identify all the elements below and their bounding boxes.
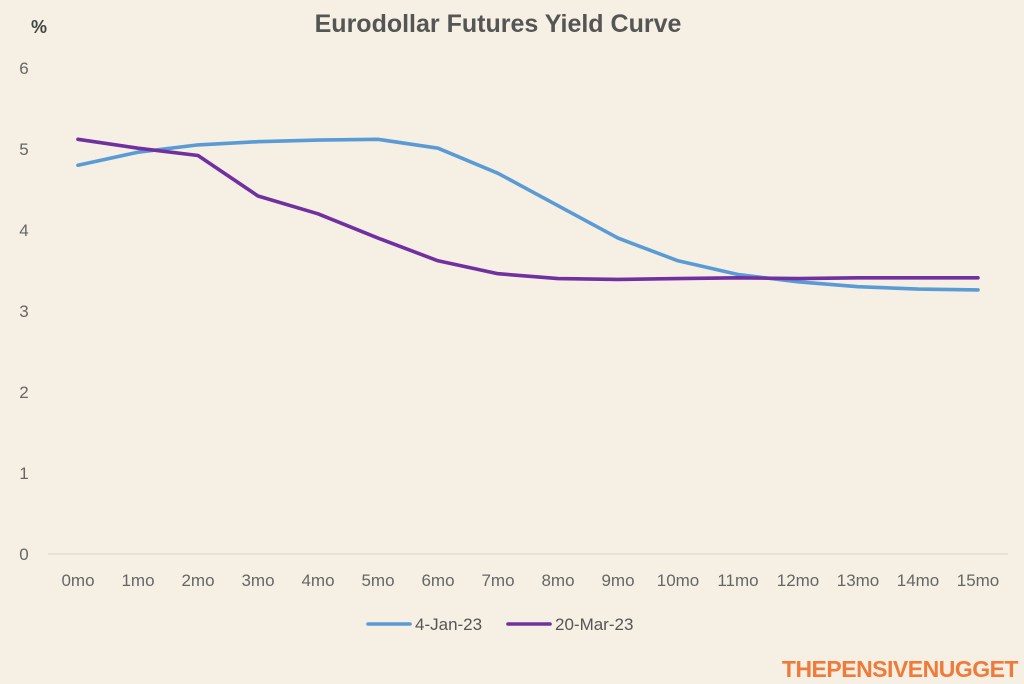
- x-tick-label: 14mo: [897, 571, 940, 590]
- x-tick-label: 7mo: [481, 571, 514, 590]
- x-tick-label: 5mo: [361, 571, 394, 590]
- x-tick-label: 10mo: [657, 571, 700, 590]
- chart-title: Eurodollar Futures Yield Curve: [315, 10, 682, 38]
- y-tick-label: 4: [19, 221, 28, 240]
- y-axis-unit-label: %: [31, 17, 47, 37]
- y-tick-label: 2: [19, 383, 28, 402]
- x-tick-label: 8mo: [541, 571, 574, 590]
- x-axis-ticks: 0mo 1mo 2mo 3mo 4mo 5mo 6mo 7mo 8mo 9mo 10mo 11mo 12…: [61, 571, 999, 590]
- watermark: THEPENSIVENUGGET: [782, 656, 1019, 682]
- y-axis-ticks: 0 1 2 3 4 5 6: [19, 59, 28, 564]
- series-line-4-jan-23: [76, 137, 980, 292]
- x-tick-label: 9mo: [601, 571, 634, 590]
- x-tick-label: 12mo: [777, 571, 820, 590]
- y-tick-label: 3: [19, 302, 28, 321]
- y-tick-label: 5: [19, 140, 28, 159]
- x-tick-label: 11mo: [717, 571, 758, 590]
- x-tick-label: 3mo: [241, 571, 274, 590]
- x-tick-label: 1mo: [121, 571, 154, 590]
- x-tick-label: 13mo: [837, 571, 880, 590]
- series-line-20-mar-23: [76, 137, 980, 282]
- x-tick-label: 0mo: [61, 571, 94, 590]
- legend-label: 20-Mar-23: [555, 615, 633, 634]
- y-tick-label: 6: [19, 59, 28, 78]
- x-tick-label: 2mo: [181, 571, 214, 590]
- x-tick-label: 15mo: [957, 571, 1000, 590]
- series-lines: [76, 137, 980, 292]
- y-tick-label: 1: [19, 464, 28, 483]
- legend-label: 4-Jan-23: [415, 615, 482, 634]
- legend: 4-Jan-23 20-Mar-23: [366, 615, 633, 634]
- x-tick-label: 6mo: [421, 571, 454, 590]
- x-tick-label: 4mo: [301, 571, 334, 590]
- y-tick-label: 0: [19, 545, 28, 564]
